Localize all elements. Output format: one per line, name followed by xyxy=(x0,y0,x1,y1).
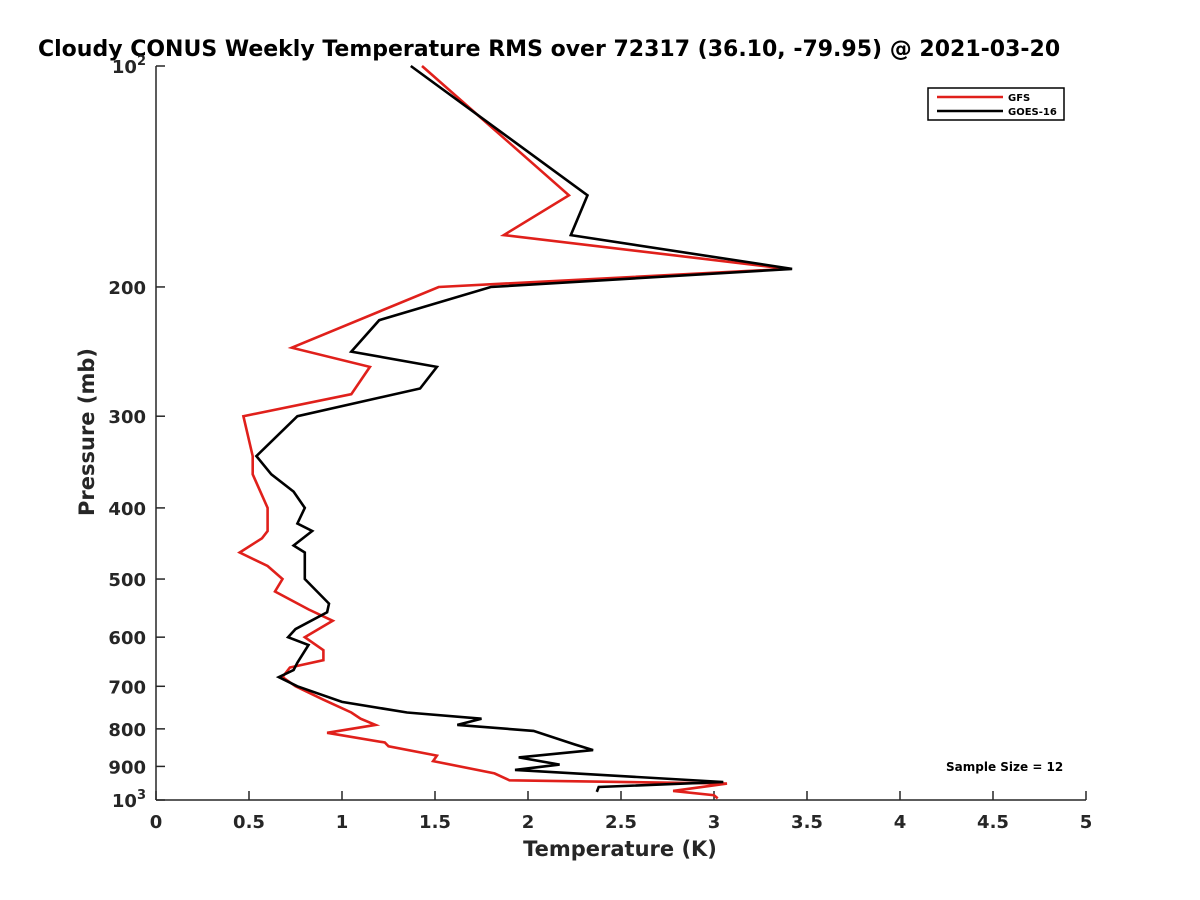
y-tick-label: 300 xyxy=(108,407,146,428)
series-lines xyxy=(237,64,793,800)
y-ticks: 102 200 300 400 500 600 700 800 900 103 xyxy=(108,54,165,812)
legend: GFS GOES-16 xyxy=(927,87,1065,121)
y-tick-label: 200 xyxy=(108,278,146,299)
x-tick-label: 0.5 xyxy=(233,812,265,833)
y-axis-label: Pressure (mb) xyxy=(75,348,99,516)
series-line-goes16 xyxy=(254,64,793,793)
y-tick-label: 800 xyxy=(108,720,146,741)
x-tick-label: 2 xyxy=(522,812,535,833)
y-tick-label: 700 xyxy=(108,677,146,698)
legend-label-gfs: GFS xyxy=(1008,93,1030,104)
x-tick-label: 4 xyxy=(894,812,907,833)
y-tick-label: 103 xyxy=(112,788,146,812)
y-tick-label: 102 xyxy=(112,54,146,78)
x-tick-label: 4.5 xyxy=(977,812,1009,833)
axes xyxy=(155,66,1086,801)
y-tick-label: 900 xyxy=(108,757,146,778)
x-tick-label: 3 xyxy=(708,812,721,833)
y-tick-label: 500 xyxy=(108,570,146,591)
x-tick-label: 0 xyxy=(150,812,163,833)
y-tick-label: 400 xyxy=(108,499,146,520)
x-ticks: 0 0.5 1 1.5 2 2.5 3 3.5 4 4.5 5 xyxy=(150,791,1093,833)
sample-size-annotation: Sample Size = 12 xyxy=(946,760,1063,774)
x-tick-label: 5 xyxy=(1080,812,1093,833)
chart-title: Cloudy CONUS Weekly Temperature RMS over… xyxy=(38,37,1060,62)
x-tick-label: 2.5 xyxy=(605,812,637,833)
legend-label-goes16: GOES-16 xyxy=(1008,107,1057,118)
series-line-gfs xyxy=(237,65,789,800)
y-tick-label: 600 xyxy=(108,628,146,649)
legend-box xyxy=(927,87,1065,121)
x-tick-label: 1 xyxy=(336,812,349,833)
x-tick-label: 3.5 xyxy=(791,812,823,833)
x-tick-label: 1.5 xyxy=(419,812,451,833)
x-axis-label: Temperature (K) xyxy=(523,837,717,861)
